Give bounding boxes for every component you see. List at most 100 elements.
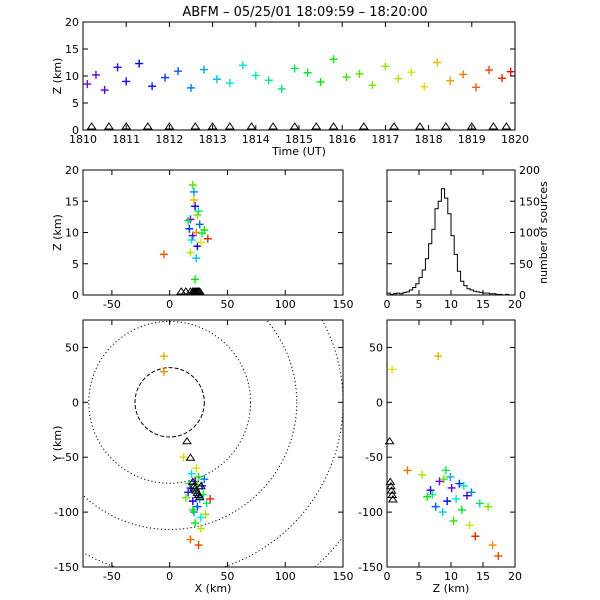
height-y-y-tick-label: -150 (358, 561, 383, 574)
height-y-x-tick-label: 15 (476, 570, 490, 583)
station-marker (176, 287, 187, 295)
x-height-y-tick-label: 15 (65, 195, 79, 208)
x-height-x-tick-label: 0 (166, 298, 173, 311)
height-histogram-x-tick-label: 10 (444, 298, 458, 311)
height-histogram-y-tick-label: 50 (519, 258, 533, 271)
source-point (187, 83, 195, 92)
source-point (159, 352, 168, 361)
source-point (194, 472, 203, 481)
source-point (407, 68, 416, 77)
source-point (475, 499, 484, 508)
source-point (484, 502, 493, 511)
source-point (329, 55, 338, 64)
station-marker (387, 495, 398, 503)
height-y-x-tick-label: 10 (444, 570, 458, 583)
source-point (463, 491, 471, 500)
source-point (194, 541, 203, 550)
x-height-y-tick-label: 20 (65, 164, 79, 177)
source-point (316, 77, 325, 86)
source-point (459, 70, 468, 79)
source-point (91, 70, 100, 79)
plan-view-y-tick-label: -100 (54, 506, 79, 519)
x-height-y-tick-label: 10 (65, 227, 79, 240)
source-point (441, 466, 450, 475)
time-height-x-label: Time (UT) (271, 145, 326, 158)
time-height-x-tick-label: 1817 (371, 133, 399, 146)
height-y-x-label: Z (km) (433, 582, 470, 595)
station-marker (194, 492, 205, 501)
range-rings (83, 320, 343, 567)
station-marker (328, 122, 339, 130)
source-point (195, 494, 204, 503)
plan-view-y-label: Y (km) (51, 426, 64, 463)
source-point (184, 488, 193, 497)
source-point (443, 497, 452, 506)
source-point (203, 234, 212, 243)
station-marker (190, 122, 201, 130)
plan-view-x-tick-label: 0 (166, 570, 173, 583)
source-point (452, 494, 461, 503)
plan-view-y-tick-label: -50 (61, 451, 79, 464)
source-point (191, 202, 200, 211)
source-point (438, 508, 447, 517)
time-height-x-tick-label: 1810 (69, 133, 97, 146)
source-point (488, 541, 497, 550)
source-point (189, 196, 198, 204)
height-histogram-y-tick-label: 0 (519, 289, 526, 302)
time-height-y-tick-label: 20 (65, 16, 79, 29)
source-point (187, 236, 196, 244)
source-point (435, 477, 444, 486)
source-point (186, 535, 195, 544)
source-point (426, 486, 435, 495)
source-point (113, 63, 122, 72)
station-marker (164, 122, 175, 130)
source-point (449, 516, 458, 525)
source-point (199, 65, 208, 74)
plan-view-y-tick-label: 0 (72, 396, 79, 409)
source-point (193, 242, 202, 251)
source-point (185, 224, 194, 233)
source-point (431, 502, 440, 511)
plan-view-y-tick-label: 50 (65, 341, 79, 354)
time-height-y-tick-label: 10 (65, 70, 79, 83)
height-histogram-x-tick-label: 20 (508, 298, 522, 311)
x-height-x-tick-label: 50 (220, 298, 234, 311)
time-height-panel: 1810 1811 1812 1813 1814 1815 1816 1817 1818 1819… (51, 16, 529, 158)
height-histogram-x-tick-label: 5 (416, 298, 423, 311)
station-marker (195, 481, 206, 490)
source-point (465, 521, 474, 530)
height-histogram-y-tick-label: 100 (519, 227, 540, 240)
time-height-x-tick-label: 1814 (242, 133, 270, 146)
source-point (181, 493, 190, 502)
source-point (188, 497, 197, 506)
time-height-y-tick-label: 0 (72, 124, 79, 137)
range-ring (83, 320, 298, 530)
source-point (189, 187, 198, 196)
height-histogram-x-tick-label: 0 (384, 298, 391, 311)
station-marker (224, 122, 235, 130)
source-point (161, 73, 170, 82)
time-height-x-tick-label: 1815 (285, 133, 313, 146)
source-point (238, 61, 247, 70)
height-histogram-y-tick-label: 200 (519, 164, 540, 177)
height-y-x-tick-label: 0 (384, 570, 391, 583)
height-histogram-x-tick-label: 15 (476, 298, 490, 311)
time-height-x-tick-label: 1818 (415, 133, 443, 146)
station-marker (358, 122, 369, 130)
time-height-y-tick-label: 5 (72, 97, 79, 110)
x-height-x-tick-label: 100 (275, 298, 296, 311)
height-y-y-tick-label: -100 (358, 506, 383, 519)
height-y-x-tick-label: 5 (416, 570, 423, 583)
plan-view-x-tick-label: 150 (333, 570, 354, 583)
source-point (193, 502, 202, 511)
source-point (187, 469, 196, 478)
source-point (506, 67, 515, 76)
time-height-x-tick-label: 1820 (501, 133, 529, 146)
time-height-x-tick-label: 1819 (458, 133, 486, 146)
source-point (192, 254, 201, 263)
station-marker (466, 122, 477, 130)
source-point (446, 76, 455, 85)
